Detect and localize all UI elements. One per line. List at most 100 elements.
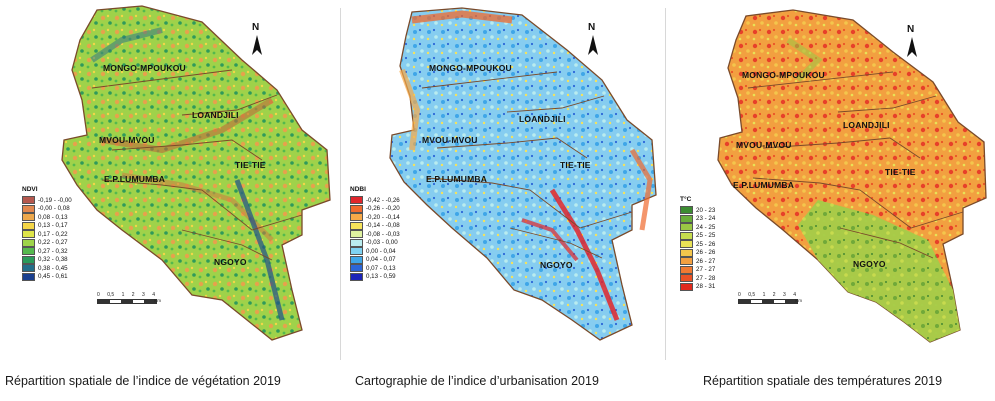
legend-swatch bbox=[350, 204, 363, 213]
legend-swatch bbox=[350, 213, 363, 222]
legend-label: 0,08 - 0,13 bbox=[38, 213, 68, 221]
legend-item: 0,17 - 0,22 bbox=[22, 230, 72, 239]
district-label-loandjili: LOANDJILI bbox=[843, 120, 890, 130]
ndvi-map-shape bbox=[61, 5, 331, 341]
legend-swatch bbox=[680, 265, 693, 274]
legend-swatch bbox=[680, 240, 693, 249]
legend-label: 28 - 31 bbox=[696, 283, 716, 291]
legend-swatch bbox=[350, 196, 363, 205]
ndbi-legend: NDBI -0,42 - -0,26 -0,26 - -0,20 -0,20 - -… bbox=[350, 186, 400, 281]
caption-ndvi: Répartition spatiale de l’indice de végé… bbox=[5, 374, 281, 388]
legend-swatch bbox=[22, 221, 35, 230]
district-label-tietie: TIE-TIE bbox=[560, 160, 591, 170]
caption-temperature: Répartition spatiale des températures 20… bbox=[703, 374, 943, 388]
legend-label: -0,20 - -0,14 bbox=[366, 213, 400, 221]
legend-swatch bbox=[22, 255, 35, 264]
district-label-mongo: MONGO-MPOUKOU bbox=[742, 70, 825, 80]
district-label-ngoyo: NGOYO bbox=[853, 259, 886, 269]
legend-item: 25 - 25 bbox=[680, 231, 716, 241]
legend-item: 0,04 - 0,07 bbox=[350, 255, 400, 265]
legend-title: NDVI bbox=[22, 186, 38, 193]
legend-item: -0,19 - -0,00 bbox=[22, 196, 72, 205]
legend-label: 25 - 26 bbox=[696, 240, 716, 248]
north-arrow-icon: N bbox=[247, 22, 267, 56]
legend-item: -0,42 - -0,26 bbox=[350, 196, 400, 205]
caption-ndbi: Cartographie de l’indice d’urbanisation … bbox=[355, 374, 599, 388]
temperature-legend: T°C 20 - 23 23 - 24 24 - 25 25 - 25 25 - 26 2… bbox=[680, 196, 715, 291]
panel-divider bbox=[665, 8, 666, 360]
legend-item: 0,13 - 0,59 bbox=[350, 272, 400, 282]
legend-item: -0,26 - -0,20 bbox=[350, 204, 400, 214]
legend-swatch bbox=[350, 230, 363, 239]
legend-item: -0,00 - 0,08 bbox=[22, 204, 72, 214]
legend-item: 0,08 - 0,13 bbox=[22, 213, 72, 222]
legend-label: 0,27 - 0,32 bbox=[38, 247, 68, 255]
legend-label: 25 - 25 bbox=[696, 232, 716, 240]
district-label-ngoyo: NGOYO bbox=[540, 260, 573, 270]
ndvi-legend: NDVI -0,19 - -0,00 -0,00 - 0,08 0,08 - 0,1… bbox=[22, 186, 72, 281]
legend-item: 0,45 - 0,61 bbox=[22, 272, 72, 282]
district-label-lumumba: E.P.LUMUMBA bbox=[104, 174, 166, 184]
legend-label: 26 - 26 bbox=[696, 249, 716, 257]
legend-swatch bbox=[680, 248, 693, 257]
temperature-map-panel: MONGO-MPOUKOU LOANDJILI MVOU-MVOU TIE-TI… bbox=[668, 0, 994, 364]
legend-label: 0,22 - 0,27 bbox=[38, 239, 68, 247]
temperature-map-shape bbox=[717, 9, 987, 343]
legend-item: 0,22 - 0,27 bbox=[22, 238, 72, 248]
district-label-lumumba: E.P.LUMUMBA bbox=[733, 180, 795, 190]
legend-label: 0,04 - 0,07 bbox=[366, 256, 396, 264]
legend-item: 0,00 - 0,04 bbox=[350, 247, 400, 256]
legend-swatch bbox=[22, 264, 35, 273]
legend-swatch bbox=[22, 238, 35, 247]
legend-item: 23 - 24 bbox=[680, 214, 715, 224]
legend-item: 24 - 25 bbox=[680, 223, 715, 232]
legend-item: 28 - 31 bbox=[680, 282, 716, 292]
legend-swatch bbox=[22, 230, 35, 239]
legend-swatch bbox=[680, 231, 693, 240]
legend-swatch bbox=[680, 282, 693, 291]
legend-label: -0,14 - -0,08 bbox=[366, 222, 400, 230]
ndbi-map-shape bbox=[389, 7, 657, 341]
legend-item: -0,14 - -0,08 bbox=[350, 221, 400, 231]
legend-label: 0,13 - 0,59 bbox=[366, 273, 396, 281]
legend-label: -0,42 - -0,26 bbox=[366, 196, 400, 204]
legend-label: -0,00 - 0,08 bbox=[38, 205, 70, 213]
legend-label: 0,17 - 0,22 bbox=[38, 230, 68, 238]
legend-swatch bbox=[22, 204, 35, 213]
legend-item: -0,03 - 0,00 bbox=[350, 238, 400, 248]
north-arrow-icon: N bbox=[902, 24, 922, 58]
district-label-mongo: MONGO-MPOUKOU bbox=[103, 63, 186, 73]
legend-item: -0,20 - -0,14 bbox=[350, 213, 400, 222]
district-label-lumumba: E.P.LUMUMBA bbox=[426, 174, 488, 184]
legend-label: 0,32 - 0,38 bbox=[38, 256, 68, 264]
legend-label: -0,03 - 0,00 bbox=[366, 239, 398, 247]
district-label-tietie: TIE-TIE bbox=[885, 167, 916, 177]
legend-title: NDBI bbox=[350, 186, 366, 193]
district-label-loandjili: LOANDJILI bbox=[192, 110, 239, 120]
legend-item: 0,07 - 0,13 bbox=[350, 264, 400, 273]
legend-item: 26 - 27 bbox=[680, 257, 715, 266]
district-label-ngoyo: NGOYO bbox=[214, 257, 247, 267]
north-arrow-icon: N bbox=[583, 22, 603, 56]
legend-label: 20 - 23 bbox=[696, 206, 716, 214]
legend-label: -0,08 - -0,03 bbox=[366, 230, 400, 238]
legend-item: -0,08 - -0,03 bbox=[350, 230, 400, 239]
legend-swatch bbox=[350, 272, 363, 281]
legend-label: 0,00 - 0,04 bbox=[366, 247, 396, 255]
legend-label: -0,26 - -0,20 bbox=[366, 205, 400, 213]
district-label-loandjili: LOANDJILI bbox=[519, 114, 566, 124]
scale-bar: 0 0,5 1 2 3 4 Km bbox=[738, 292, 802, 304]
legend-swatch bbox=[350, 238, 363, 247]
legend-label: 26 - 27 bbox=[696, 257, 716, 265]
district-label-tietie: TIE-TIE bbox=[235, 160, 266, 170]
district-label-mongo: MONGO-MPOUKOU bbox=[429, 63, 512, 73]
legend-swatch bbox=[350, 255, 363, 264]
legend-label: 27 - 27 bbox=[696, 266, 716, 274]
panel-divider bbox=[340, 8, 341, 360]
legend-swatch bbox=[22, 196, 35, 205]
legend-item: 0,13 - 0,17 bbox=[22, 221, 72, 231]
legend-label: 24 - 25 bbox=[696, 223, 716, 231]
legend-swatch bbox=[22, 213, 35, 222]
legend-item: 0,27 - 0,32 bbox=[22, 247, 72, 256]
district-label-mvou: MVOU-MVOU bbox=[736, 140, 792, 150]
